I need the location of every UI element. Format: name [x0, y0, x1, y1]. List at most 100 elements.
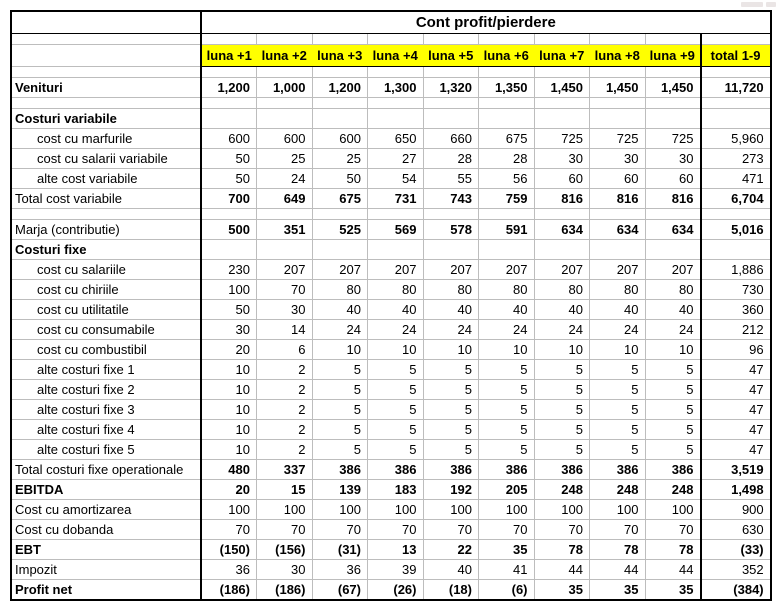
cell[interactable] — [644, 239, 701, 260]
cell[interactable]: 60 — [533, 168, 590, 189]
cell[interactable] — [533, 108, 590, 129]
row-label[interactable]: cost cu salariile — [10, 259, 202, 280]
cell[interactable]: 386 — [533, 459, 590, 480]
cell-total[interactable]: 5,016 — [699, 219, 772, 240]
cell-total[interactable]: 47 — [699, 379, 772, 400]
cell[interactable]: 207 — [533, 259, 590, 280]
cell[interactable]: 30 — [256, 299, 313, 320]
row-label[interactable]: Cost cu amortizarea — [10, 499, 202, 520]
cell[interactable]: 5 — [311, 379, 368, 400]
cell[interactable]: 40 — [589, 299, 646, 320]
cell[interactable]: 248 — [589, 479, 646, 500]
cell[interactable]: 5 — [367, 439, 424, 460]
column-header-luna-2[interactable]: luna +2 — [256, 44, 312, 67]
cell[interactable]: 1,300 — [367, 77, 424, 98]
cell[interactable]: (186) — [256, 579, 313, 601]
spacer-cell[interactable] — [478, 33, 535, 45]
row-label[interactable]: Profit net — [10, 579, 202, 601]
cell[interactable]: 80 — [367, 279, 424, 300]
cell[interactable]: 5 — [589, 399, 646, 420]
cell[interactable]: 675 — [311, 188, 368, 209]
spacer-cell[interactable] — [589, 208, 646, 220]
cell-total[interactable]: 6,704 — [699, 188, 772, 209]
cell[interactable]: 30 — [589, 148, 646, 169]
cell[interactable]: 24 — [478, 319, 535, 340]
cell[interactable]: 578 — [422, 219, 479, 240]
cell[interactable]: 10 — [478, 339, 535, 360]
cell[interactable]: 5 — [478, 379, 535, 400]
cell[interactable]: 1,000 — [256, 77, 313, 98]
cell[interactable]: 30 — [200, 319, 257, 340]
cell[interactable]: 5 — [367, 419, 424, 440]
cell[interactable]: 100 — [200, 499, 257, 520]
spacer-cell[interactable] — [367, 208, 424, 220]
column-header-luna-8[interactable]: luna +8 — [589, 44, 645, 67]
cell[interactable]: 230 — [200, 259, 257, 280]
spacer-label-cell[interactable] — [10, 33, 202, 45]
row-label[interactable]: alte costuri fixe 5 — [10, 439, 202, 460]
cell[interactable]: 5 — [533, 439, 590, 460]
spacer-cell[interactable] — [200, 208, 257, 220]
cell[interactable]: 70 — [311, 519, 368, 540]
cell[interactable]: 5 — [311, 359, 368, 380]
cell[interactable]: 816 — [533, 188, 590, 209]
cell[interactable]: 386 — [478, 459, 535, 480]
cell[interactable]: 649 — [256, 188, 313, 209]
cell[interactable]: 600 — [311, 128, 368, 149]
spacer-cell[interactable] — [422, 97, 479, 109]
cell[interactable]: 40 — [311, 299, 368, 320]
spacer-cell[interactable] — [311, 97, 368, 109]
cell[interactable] — [367, 239, 424, 260]
spacer-label-cell[interactable] — [10, 97, 202, 109]
cell[interactable]: 70 — [533, 519, 590, 540]
cell[interactable]: 1,350 — [478, 77, 535, 98]
cell[interactable]: 725 — [533, 128, 590, 149]
cell[interactable]: 54 — [367, 168, 424, 189]
cell[interactable]: 139 — [311, 479, 368, 500]
cell-total[interactable]: 47 — [699, 359, 772, 380]
cell[interactable]: 1,200 — [311, 77, 368, 98]
cell-total[interactable] — [699, 239, 772, 260]
spacer-cell[interactable] — [699, 33, 772, 45]
cell[interactable]: 1,320 — [422, 77, 479, 98]
cell[interactable]: 40 — [644, 299, 701, 320]
cell[interactable]: 1,200 — [200, 77, 257, 98]
cell[interactable] — [200, 239, 257, 260]
cell[interactable]: 35 — [589, 579, 646, 601]
cell[interactable]: 6 — [256, 339, 313, 360]
cell[interactable]: 816 — [589, 188, 646, 209]
cell[interactable] — [422, 108, 479, 129]
cell[interactable]: 5 — [367, 379, 424, 400]
cell[interactable]: 24 — [256, 168, 313, 189]
cell[interactable]: 24 — [644, 319, 701, 340]
row-label[interactable]: cost cu consumabile — [10, 319, 202, 340]
cell[interactable]: 5 — [367, 399, 424, 420]
cell[interactable]: 5 — [533, 419, 590, 440]
header-label-cell[interactable] — [10, 44, 202, 67]
cell[interactable] — [256, 108, 313, 129]
spacer-cell[interactable] — [533, 97, 590, 109]
cell[interactable]: 10 — [200, 399, 257, 420]
cell[interactable]: 80 — [644, 279, 701, 300]
cell[interactable]: 78 — [589, 539, 646, 560]
spacer-cell[interactable] — [699, 208, 772, 220]
cell-total[interactable]: 1,498 — [699, 479, 772, 500]
cell[interactable]: 5 — [533, 359, 590, 380]
cell[interactable]: 14 — [256, 319, 313, 340]
cell[interactable]: 80 — [589, 279, 646, 300]
cell[interactable]: (156) — [256, 539, 313, 560]
row-label[interactable]: Costuri variabile — [10, 108, 202, 129]
cell[interactable]: 50 — [200, 148, 257, 169]
cell[interactable]: 5 — [422, 359, 479, 380]
cell[interactable]: 205 — [478, 479, 535, 500]
cell[interactable]: 525 — [311, 219, 368, 240]
cell[interactable]: (150) — [200, 539, 257, 560]
row-label[interactable]: Venituri — [10, 77, 202, 98]
cell[interactable]: 28 — [478, 148, 535, 169]
cell[interactable]: 5 — [589, 439, 646, 460]
spacer-cell[interactable] — [422, 66, 479, 78]
column-header-total[interactable]: total 1-9 — [699, 44, 772, 67]
cell[interactable]: 10 — [311, 339, 368, 360]
cell[interactable] — [589, 108, 646, 129]
cell[interactable]: 24 — [367, 319, 424, 340]
